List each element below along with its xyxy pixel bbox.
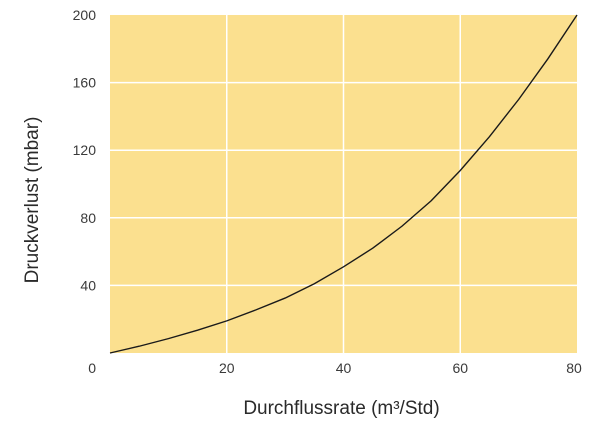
pressure-loss-curve — [109, 14, 578, 354]
x-tick-label: 20 — [219, 360, 235, 376]
x-axis-tick-labels: 20 40 60 80 — [219, 360, 582, 376]
y-tick-label: 160 — [73, 75, 97, 91]
x-tick-label: 80 — [566, 360, 582, 376]
x-tick-label: 60 — [452, 360, 468, 376]
x-tick-label: 40 — [336, 360, 352, 376]
y-tick-label: 120 — [73, 142, 97, 158]
y-axis-tick-labels: 0 40 80 120 160 200 — [73, 7, 97, 376]
y-tick-label: 0 — [88, 360, 96, 376]
y-tick-label: 40 — [80, 277, 96, 293]
y-axis-title: Druckverlust (mbar) — [22, 117, 43, 284]
y-tick-label: 200 — [73, 7, 97, 23]
x-axis-title: Durchflussrate (m³/Std) — [243, 398, 439, 419]
grid-lines — [110, 15, 577, 353]
y-tick-label: 80 — [80, 210, 96, 226]
